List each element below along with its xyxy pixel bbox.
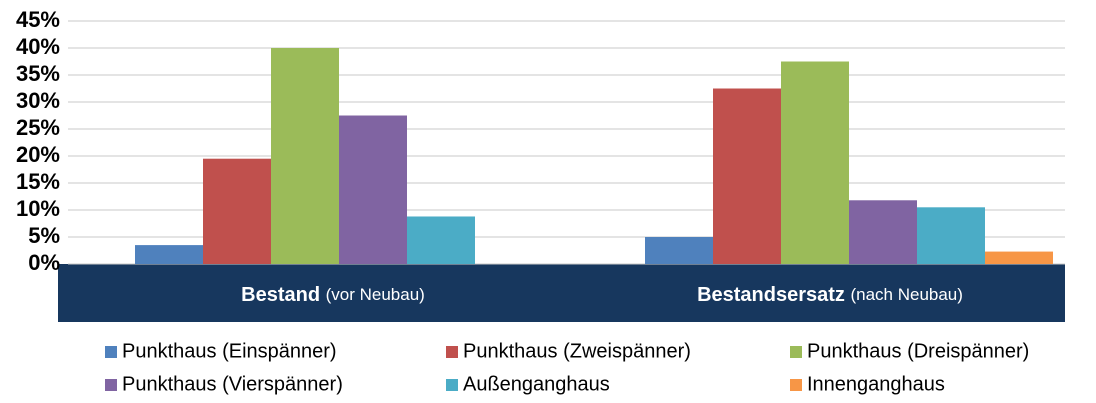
bar [135, 245, 203, 264]
y-tick-label: 40% [16, 34, 60, 59]
legend-label: Punkthaus (Vierspänner) [122, 373, 343, 395]
bar [407, 216, 475, 264]
category-note: (nach Neubau) [850, 285, 962, 304]
legend-label: Punkthaus (Zweispänner) [463, 340, 691, 362]
bar [713, 88, 781, 264]
bar [781, 61, 849, 264]
y-tick-label: 30% [16, 88, 60, 113]
legend-swatch [446, 379, 458, 391]
bar [339, 115, 407, 264]
legend-label: Punkthaus (Dreispänner) [807, 340, 1029, 362]
legend-swatch [790, 379, 802, 391]
legend-swatch [105, 379, 117, 391]
y-tick-label: 15% [16, 169, 60, 194]
category-label: Bestandsersatz (nach Neubau) [697, 284, 963, 306]
category-label: Bestand (vor Neubau) [241, 284, 425, 306]
y-tick-label: 0% [28, 250, 60, 275]
legend-swatch [446, 346, 458, 358]
y-tick-label: 35% [16, 61, 60, 86]
bar [203, 158, 271, 264]
bar [645, 237, 713, 264]
y-tick-label: 45% [16, 7, 60, 32]
y-tick-label: 10% [16, 196, 60, 221]
category-note: (vor Neubau) [326, 285, 425, 304]
legend-label: Punkthaus (Einspänner) [122, 340, 337, 362]
legend-swatch [790, 346, 802, 358]
legend-swatch [105, 346, 117, 358]
category-name: Bestand [241, 284, 320, 306]
bar [849, 200, 917, 264]
category-name: Bestandsersatz [697, 284, 845, 306]
bar [271, 48, 339, 264]
bar [985, 251, 1053, 264]
y-tick-label: 20% [16, 142, 60, 167]
legend-label: Außenganghaus [463, 373, 610, 395]
y-tick-label: 5% [28, 223, 60, 248]
y-tick-label: 25% [16, 115, 60, 140]
legend-label: Innenganghaus [807, 373, 945, 395]
bar [917, 207, 985, 264]
category-band [58, 264, 1065, 322]
